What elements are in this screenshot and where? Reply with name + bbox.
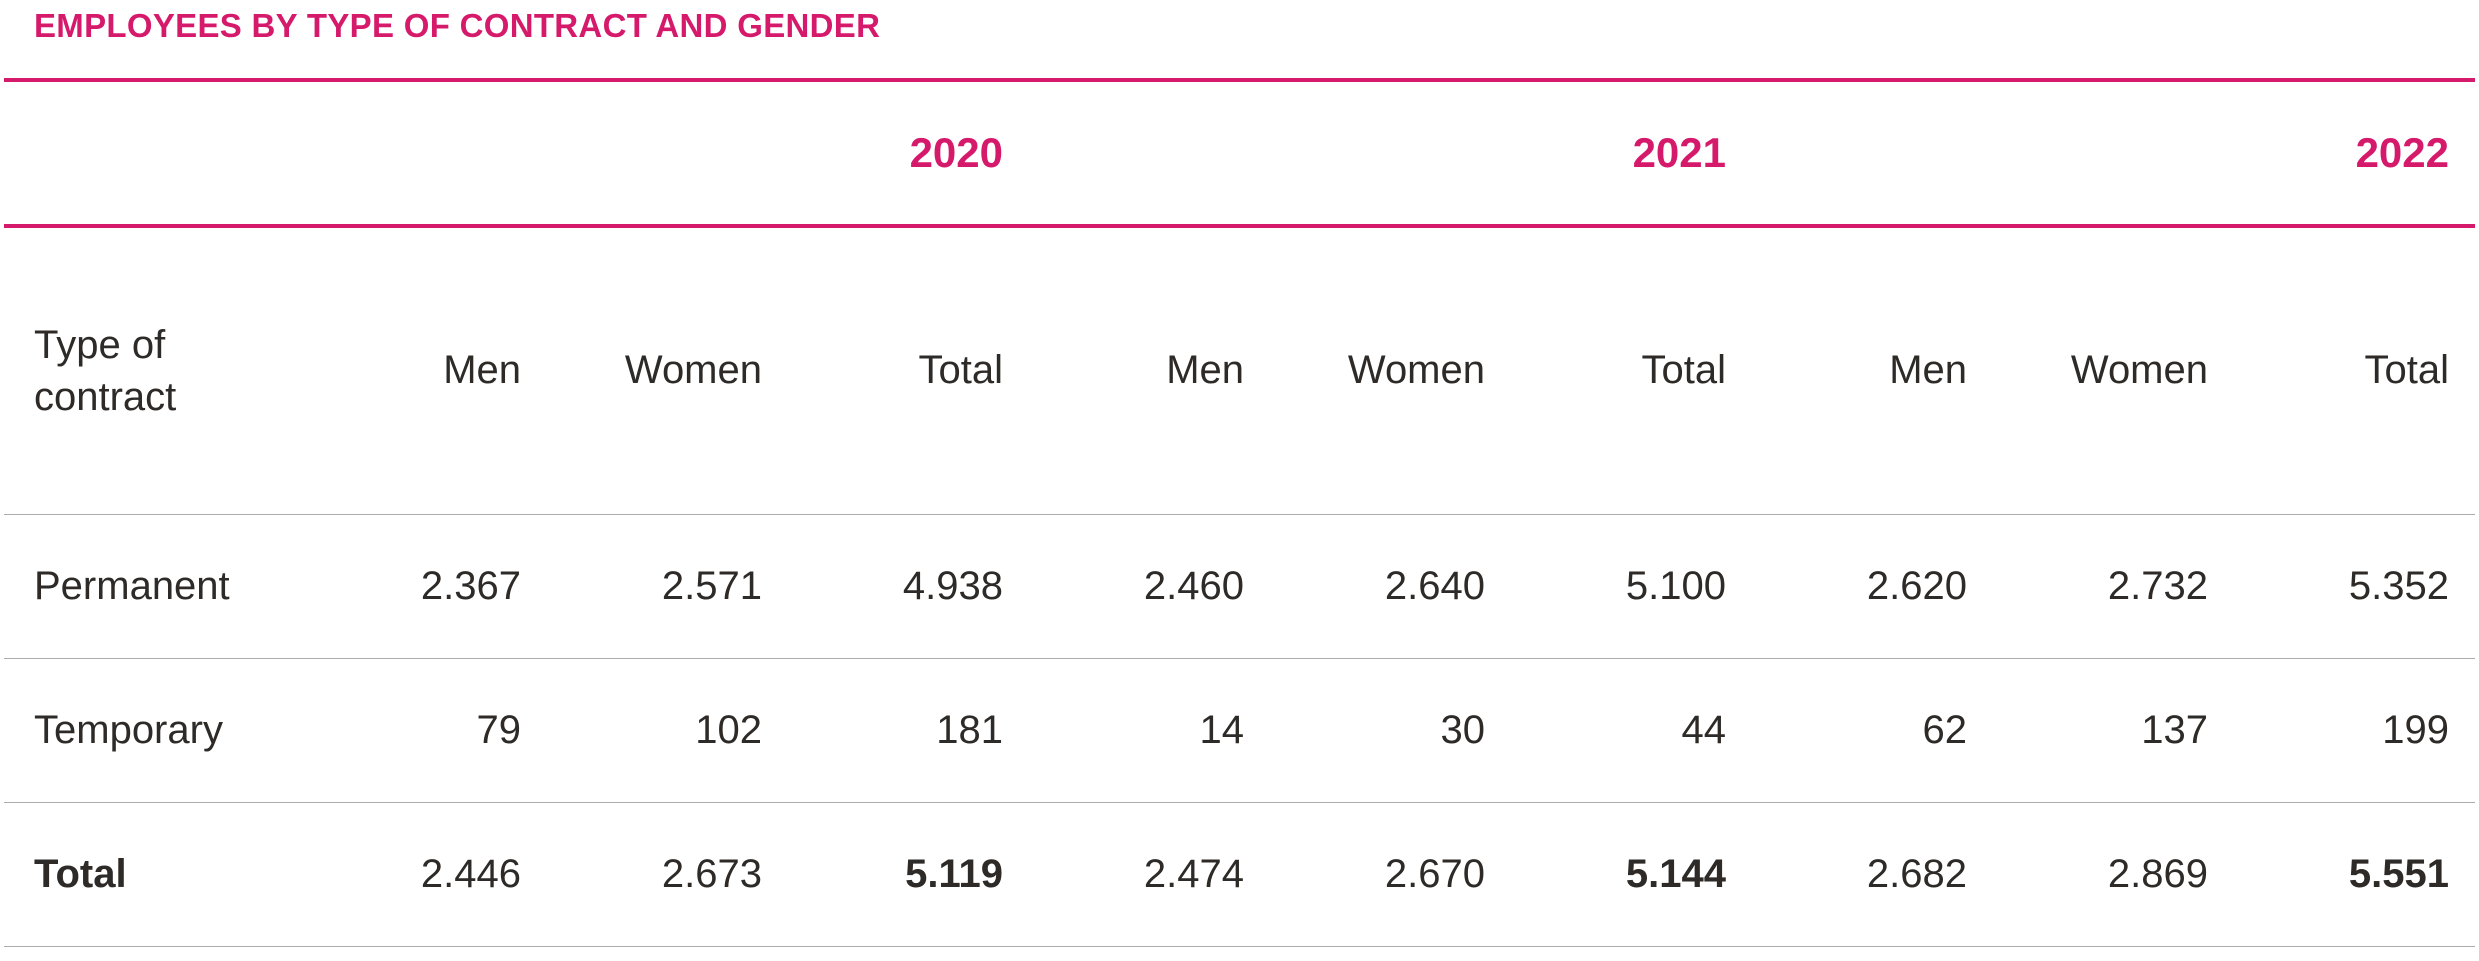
value-cell: 79 xyxy=(306,658,547,803)
value-cell: 5.100 xyxy=(1511,514,1752,659)
title-block: EMPLOYEES BY TYPE OF CONTRACT AND GENDER xyxy=(4,0,2475,82)
employees-by-contract-table: 2020 2021 2022 Type of contract Men Wome… xyxy=(4,82,2475,947)
year-header-row: 2020 2021 2022 xyxy=(4,82,2475,228)
value-cell: 2.460 xyxy=(1029,514,1270,659)
value-cell: 102 xyxy=(547,658,788,803)
value-cell: 2.673 xyxy=(547,802,788,947)
value-cell: 62 xyxy=(1752,658,1993,803)
column-header-women-2021: Women xyxy=(1270,226,1511,515)
column-header-women-2020: Women xyxy=(547,226,788,515)
value-cell: 199 xyxy=(2234,658,2475,803)
value-cell: 14 xyxy=(1029,658,1270,803)
corner-spacer xyxy=(4,82,306,228)
value-cell: 2.682 xyxy=(1752,802,1993,947)
year-header-2020: 2020 xyxy=(306,82,1029,228)
value-cell: 2.670 xyxy=(1270,802,1511,947)
value-cell: 2.620 xyxy=(1752,514,1993,659)
row-label-permanent: Permanent xyxy=(4,514,306,659)
value-cell: 5.352 xyxy=(2234,514,2475,659)
column-header-men-2021: Men xyxy=(1029,226,1270,515)
column-header-row: Type of contract Men Women Total Men Wom… xyxy=(4,226,2475,515)
table-row-temporary: Temporary 79 102 181 14 30 44 62 137 199 xyxy=(4,658,2475,803)
column-header-total-2022: Total xyxy=(2234,226,2475,515)
column-header-men-2020: Men xyxy=(306,226,547,515)
column-header-women-2022: Women xyxy=(1993,226,2234,515)
year-header-2021: 2021 xyxy=(1029,82,1752,228)
value-cell: 181 xyxy=(788,658,1029,803)
table-row-permanent: Permanent 2.367 2.571 4.938 2.460 2.640 … xyxy=(4,514,2475,659)
row-label-temporary: Temporary xyxy=(4,658,306,803)
column-header-total-2021: Total xyxy=(1511,226,1752,515)
value-cell: 2.732 xyxy=(1993,514,2234,659)
value-cell: 2.640 xyxy=(1270,514,1511,659)
value-cell: 44 xyxy=(1511,658,1752,803)
value-cell-grand-total: 5.551 xyxy=(2234,802,2475,947)
value-cell: 2.474 xyxy=(1029,802,1270,947)
value-cell-grand-total: 5.144 xyxy=(1511,802,1752,947)
value-cell: 2.571 xyxy=(547,514,788,659)
value-cell-grand-total: 5.119 xyxy=(788,802,1029,947)
column-header-men-2022: Men xyxy=(1752,226,1993,515)
value-cell: 2.446 xyxy=(306,802,547,947)
table-row-total: Total 2.446 2.673 5.119 2.474 2.670 5.14… xyxy=(4,802,2475,947)
value-cell: 2.869 xyxy=(1993,802,2234,947)
value-cell: 137 xyxy=(1993,658,2234,803)
column-header-total-2020: Total xyxy=(788,226,1029,515)
row-label-total: Total xyxy=(4,802,306,947)
value-cell: 30 xyxy=(1270,658,1511,803)
value-cell: 4.938 xyxy=(788,514,1029,659)
year-header-2022: 2022 xyxy=(1752,82,2475,228)
page-title: EMPLOYEES BY TYPE OF CONTRACT AND GENDER xyxy=(34,7,881,44)
value-cell: 2.367 xyxy=(306,514,547,659)
corner-label: Type of contract xyxy=(4,226,306,515)
